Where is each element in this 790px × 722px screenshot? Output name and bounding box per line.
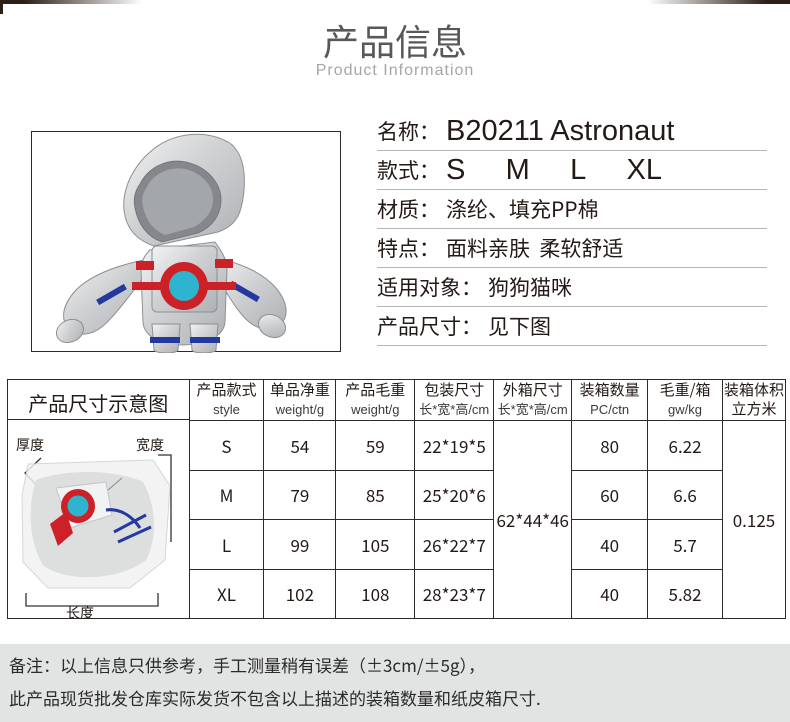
- svg-text:厚度: 厚度: [16, 435, 44, 455]
- svg-text:长度: 长度: [66, 603, 94, 619]
- svg-text:宽度: 宽度: [136, 435, 164, 455]
